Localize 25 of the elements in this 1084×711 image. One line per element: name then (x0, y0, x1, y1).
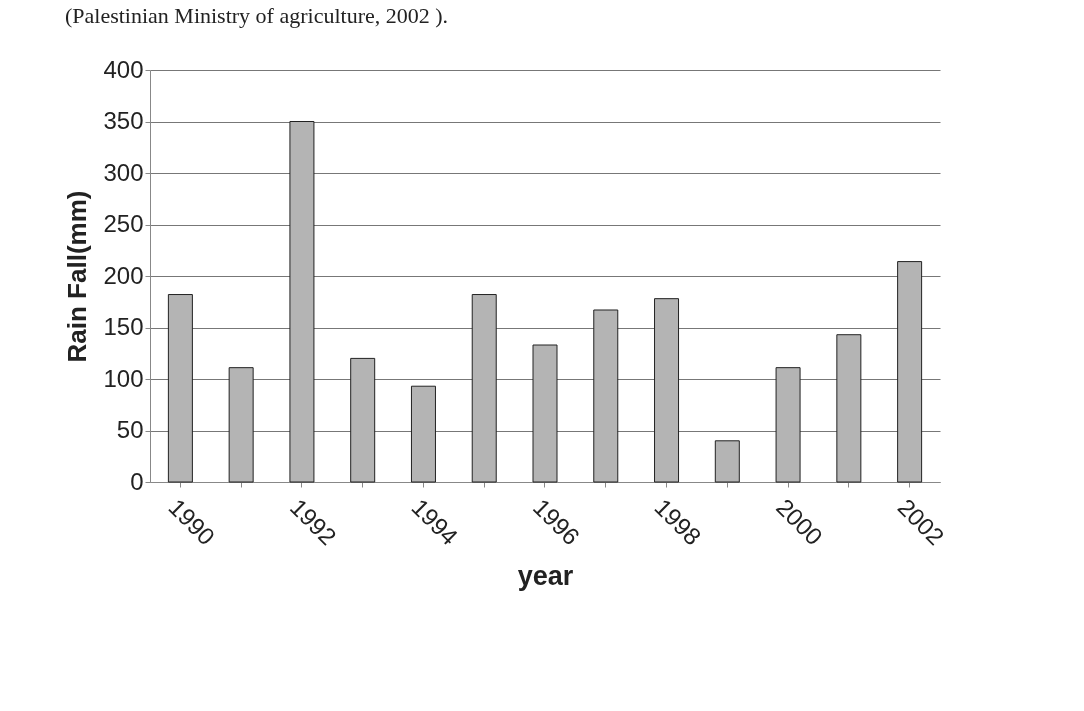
bar (714, 440, 740, 483)
bar (775, 367, 801, 483)
bar (289, 121, 315, 483)
bar (410, 385, 436, 483)
y-tick-label: 150 (103, 313, 144, 340)
y-axis-title: Rain Fall(mm) (62, 190, 93, 363)
bar (593, 309, 619, 483)
y-tick-label: 250 (103, 210, 144, 237)
bar (897, 261, 923, 483)
bar (654, 298, 680, 483)
bar (836, 334, 862, 483)
y-tick-label: 400 (103, 55, 144, 83)
bar (471, 294, 497, 483)
y-tick-label: 0 (130, 467, 144, 495)
y-tick-label: 300 (103, 158, 144, 186)
text: (Palestinian Ministry of agriculture, 2002 ). (64, 3, 449, 28)
y-tick-label: 200 (103, 261, 144, 289)
bar (350, 357, 376, 483)
x-axis-title: year (517, 561, 574, 592)
bar (532, 344, 558, 483)
y-tick-label: 100 (103, 364, 144, 392)
y-tick-label: 350 (103, 107, 144, 134)
bar (228, 367, 254, 483)
bar (167, 294, 193, 483)
y-tick-label: 50 (116, 416, 144, 443)
